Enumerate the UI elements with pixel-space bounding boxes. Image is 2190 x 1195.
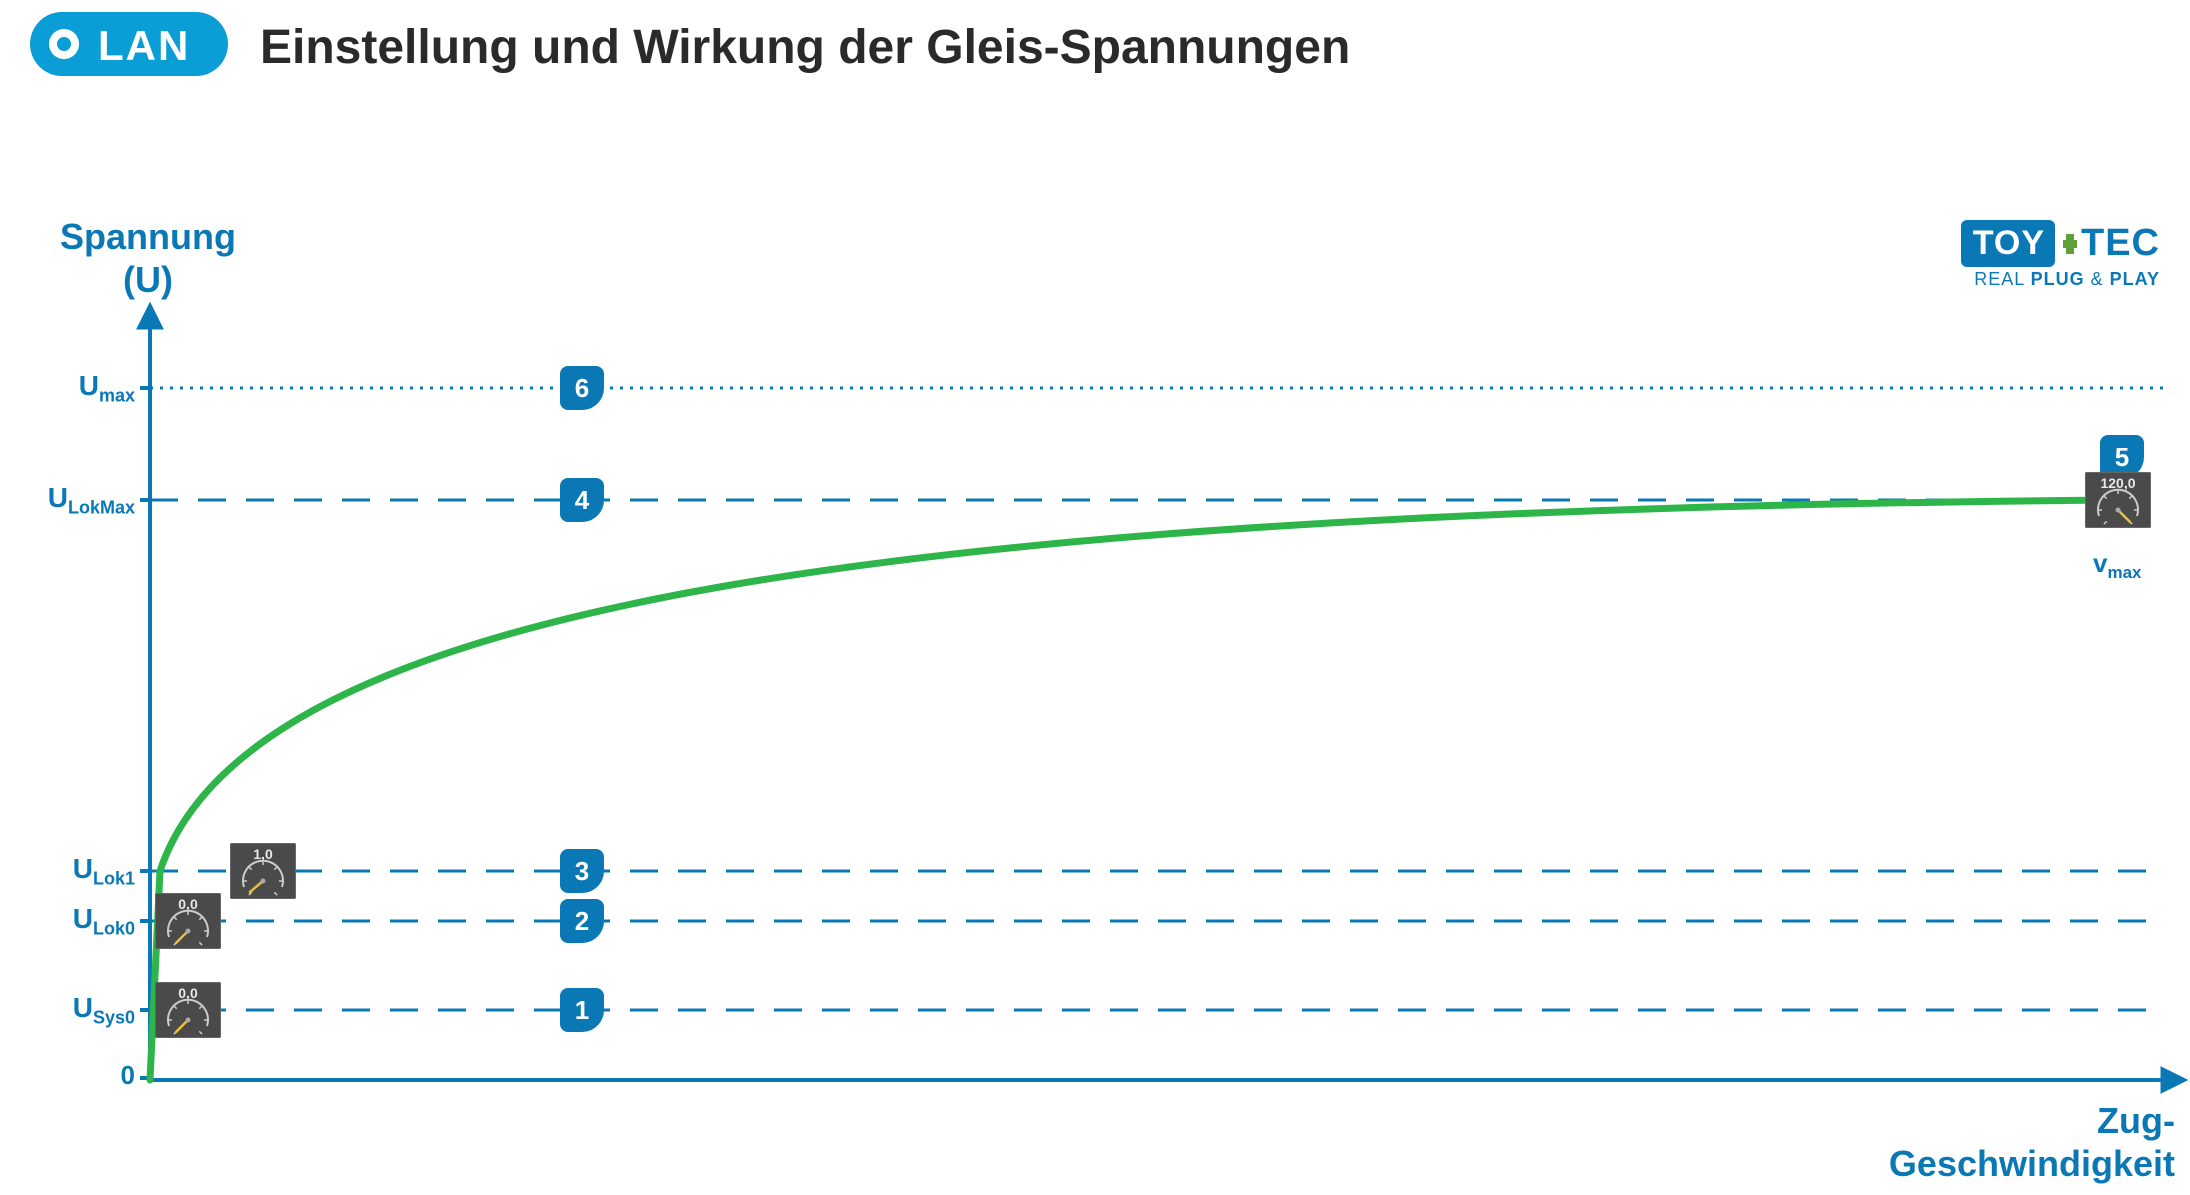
speed-gauge-3: 120,0 [2085,472,2151,528]
ytick-ulokmax: ULokMax [25,482,135,519]
ytick-ulok1: ULok1 [25,853,135,890]
speed-gauge-1: 0,0 [155,893,221,949]
speed-gauge-2: 1,0 [230,843,296,899]
badge-1: 1 [560,988,604,1032]
badge-4: 4 [560,478,604,522]
badge-3: 3 [560,849,604,893]
vmax-label: vmax [2093,548,2142,583]
chart [0,0,2190,1195]
ytick-umax: Umax [25,370,135,407]
ytick-usys0: USys0 [25,992,135,1029]
ytick-ulok0: ULok0 [25,903,135,940]
badge-6: 6 [560,366,604,410]
badge-2: 2 [560,899,604,943]
speed-gauge-0: 0,0 [155,982,221,1038]
ytick-zero: 0 [25,1060,135,1091]
